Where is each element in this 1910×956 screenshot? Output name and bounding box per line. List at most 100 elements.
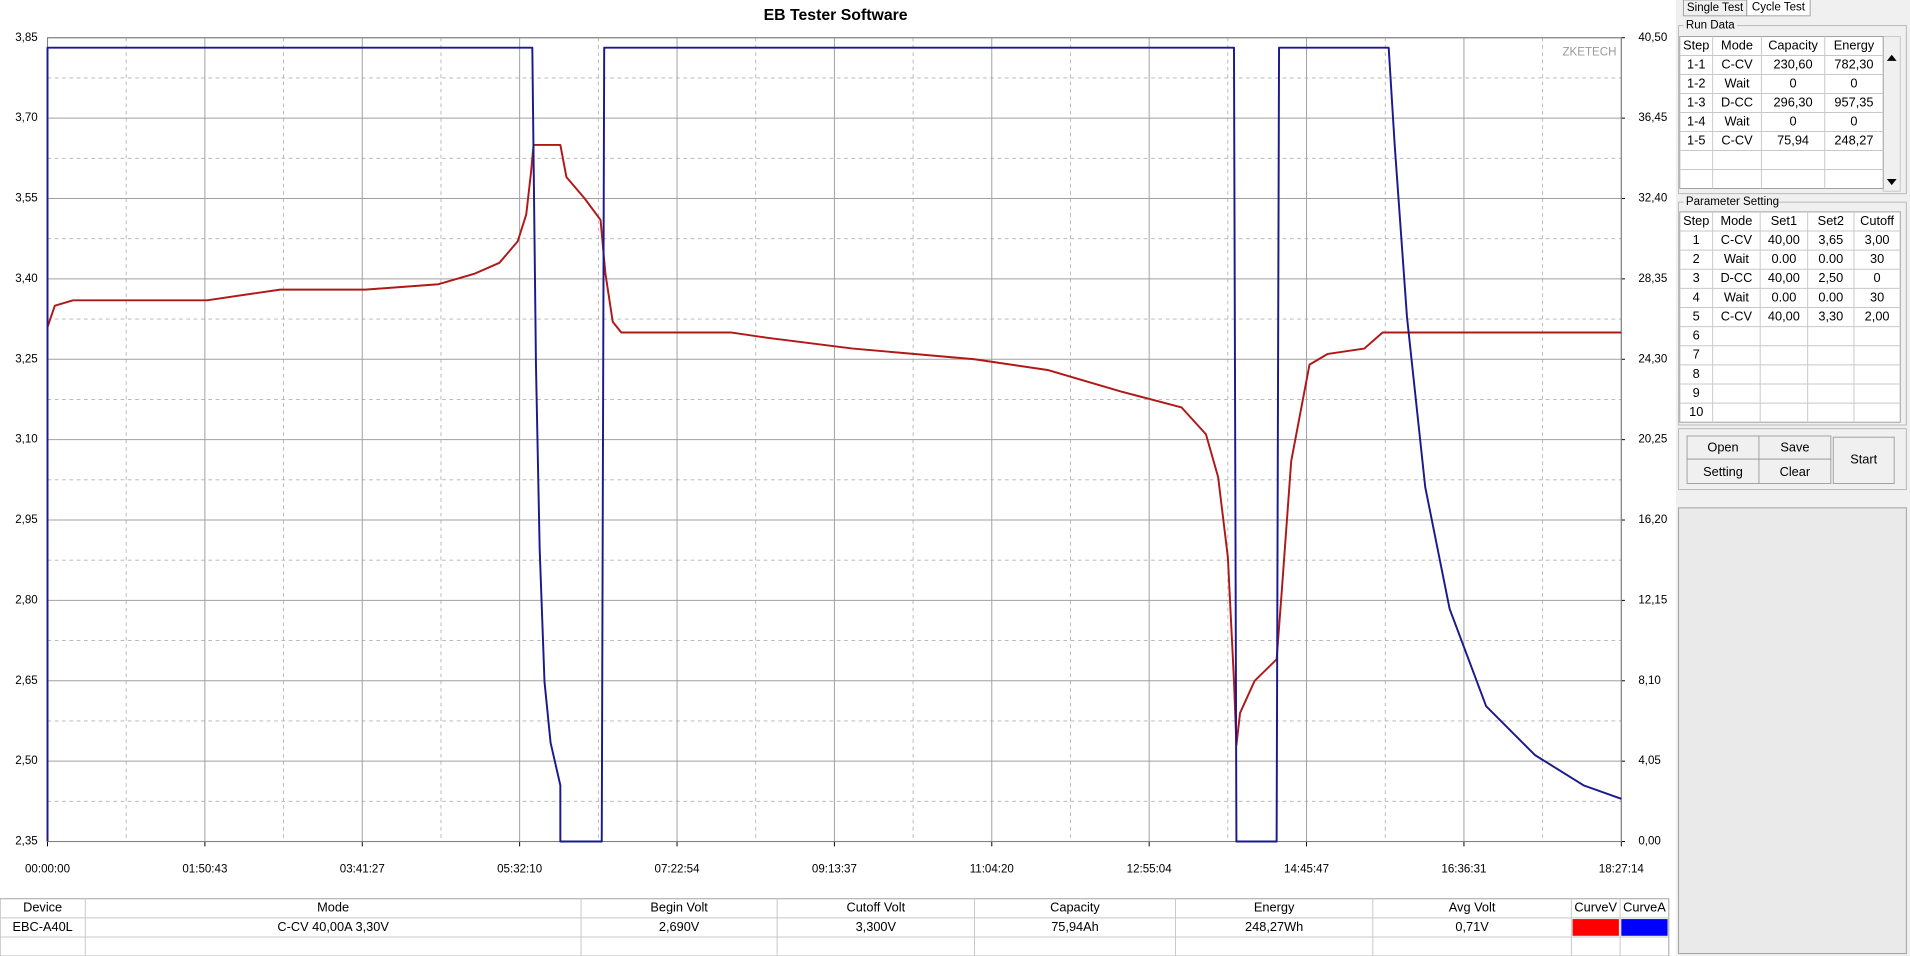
table-header: Cutoff (1860, 213, 1894, 228)
table-cell: Wait (1724, 289, 1750, 304)
group-label-bg (1683, 19, 1738, 32)
table-header: Set1 (1771, 213, 1797, 228)
table-header: Step (1683, 213, 1709, 228)
table-cell: 8 (1693, 366, 1700, 381)
table-cell: 0.00 (1771, 251, 1796, 266)
y2-tick-label: 4,05 (1638, 755, 1661, 767)
x-tick-label: 14:45:47 (1284, 864, 1329, 876)
table-cell: 40,00 (1768, 308, 1800, 323)
legend-label: CurveA (1623, 900, 1666, 915)
y-tick-label: 3,40 (15, 273, 38, 285)
button-label: Setting (1703, 464, 1743, 479)
table-cell: 4 (1693, 289, 1700, 304)
info-panel (1678, 507, 1907, 955)
table-cell: 0.00 (1818, 251, 1843, 266)
status-header: Cutoff Volt (846, 900, 905, 915)
y-tick-label: 2,95 (15, 514, 38, 526)
button[interactable] (1758, 458, 1832, 484)
status-header: Device (23, 900, 62, 915)
table-cell: Wait (1724, 113, 1750, 128)
table-cell: 40,00 (1768, 270, 1800, 285)
table-cell: 230,60 (1774, 56, 1813, 71)
x-tick-label: 12:55:04 (1127, 864, 1173, 876)
y2-tick-label: 16,20 (1638, 514, 1667, 526)
group-label-bg (1683, 196, 1777, 209)
table-cell: 782,30 (1834, 56, 1873, 71)
table-cell: 1-5 (1687, 132, 1705, 147)
y-tick-label: 2,50 (15, 755, 38, 767)
group-box (1678, 25, 1907, 195)
table-cell: 9 (1693, 385, 1700, 400)
legend-swatch (1621, 919, 1668, 936)
table-cell: 0 (1850, 75, 1857, 90)
table-header: Mode (1721, 37, 1753, 52)
x-tick-label: 18:27:14 (1599, 864, 1645, 876)
status-value: 0,71V (1455, 919, 1489, 934)
group-label: Run Data (1686, 20, 1735, 32)
table-cell: 1-3 (1687, 94, 1705, 109)
table-cell: Wait (1724, 251, 1750, 266)
x-tick-label: 09:13:37 (812, 864, 857, 876)
status-header: Energy (1254, 900, 1295, 915)
table-header: Set2 (1818, 213, 1844, 228)
table-cell: C-CV (1721, 132, 1753, 147)
table-cell: Wait (1724, 75, 1750, 90)
table-cell: 7 (1693, 347, 1700, 362)
status-value: 75,94Ah (1051, 919, 1099, 934)
chart-background (0, 0, 1677, 897)
table-cell: 3,65 (1818, 232, 1843, 247)
y2-tick-label: 28,35 (1638, 273, 1667, 285)
table-cell: 0 (1850, 113, 1857, 128)
table-header: Energy (1834, 37, 1875, 52)
status-header: Capacity (1050, 900, 1100, 915)
table-cell: 30 (1870, 289, 1884, 304)
tab-label: Cycle Test (1752, 1, 1806, 13)
x-tick-label: 01:50:43 (182, 864, 227, 876)
button[interactable] (1686, 458, 1760, 484)
table-cell: 1-2 (1687, 75, 1705, 90)
status-header: Begin Volt (650, 900, 708, 915)
x-tick-label: 00:00:00 (25, 864, 70, 876)
table-cell: 0.00 (1771, 289, 1796, 304)
table-cell: 2,00 (1865, 308, 1890, 323)
table-cell: 248,27 (1834, 132, 1873, 147)
table-cell: C-CV (1721, 56, 1753, 71)
table-cell: C-CV (1721, 232, 1753, 247)
table-header: Step (1683, 37, 1709, 52)
button[interactable] (1832, 436, 1895, 484)
y2-tick-label: 32,40 (1638, 193, 1667, 205)
y-tick-label: 3,55 (15, 193, 38, 205)
table-cell: 2,50 (1818, 270, 1843, 285)
table-cell: 3,00 (1865, 232, 1890, 247)
series-line (46, 46, 1622, 843)
y-tick-label: 3,10 (15, 434, 38, 446)
y2-tick-label: 12,15 (1638, 594, 1667, 606)
button-label: Clear (1780, 464, 1811, 479)
table-cell: 1-4 (1687, 113, 1705, 128)
table-bg (1679, 211, 1901, 423)
table-cell: 5 (1693, 308, 1700, 323)
group-label: Parameter Setting (1686, 196, 1779, 208)
table-cell: 296,30 (1774, 94, 1813, 109)
x-tick-label: 03:41:27 (340, 864, 385, 876)
legend-swatch (1572, 919, 1619, 936)
table-cell: D-CC (1721, 94, 1753, 109)
table-cell: 0 (1790, 75, 1797, 90)
y2-tick-label: 36,45 (1638, 112, 1667, 124)
y-tick-label: 3,25 (15, 353, 38, 365)
table-cell: 3 (1693, 270, 1700, 285)
status-header: Mode (317, 900, 349, 915)
status-value: 2,690V (659, 919, 700, 934)
table-cell: 2 (1693, 251, 1700, 266)
y2-tick-label: 8,10 (1638, 675, 1661, 687)
y2-tick-label: 40,50 (1638, 32, 1667, 44)
group-box (1678, 201, 1907, 426)
group-box (1678, 428, 1907, 491)
table-cell: 957,35 (1834, 94, 1873, 109)
y-tick-label: 2,35 (15, 836, 38, 848)
tab-selected[interactable] (1746, 0, 1811, 17)
button-label: Start (1850, 452, 1877, 467)
